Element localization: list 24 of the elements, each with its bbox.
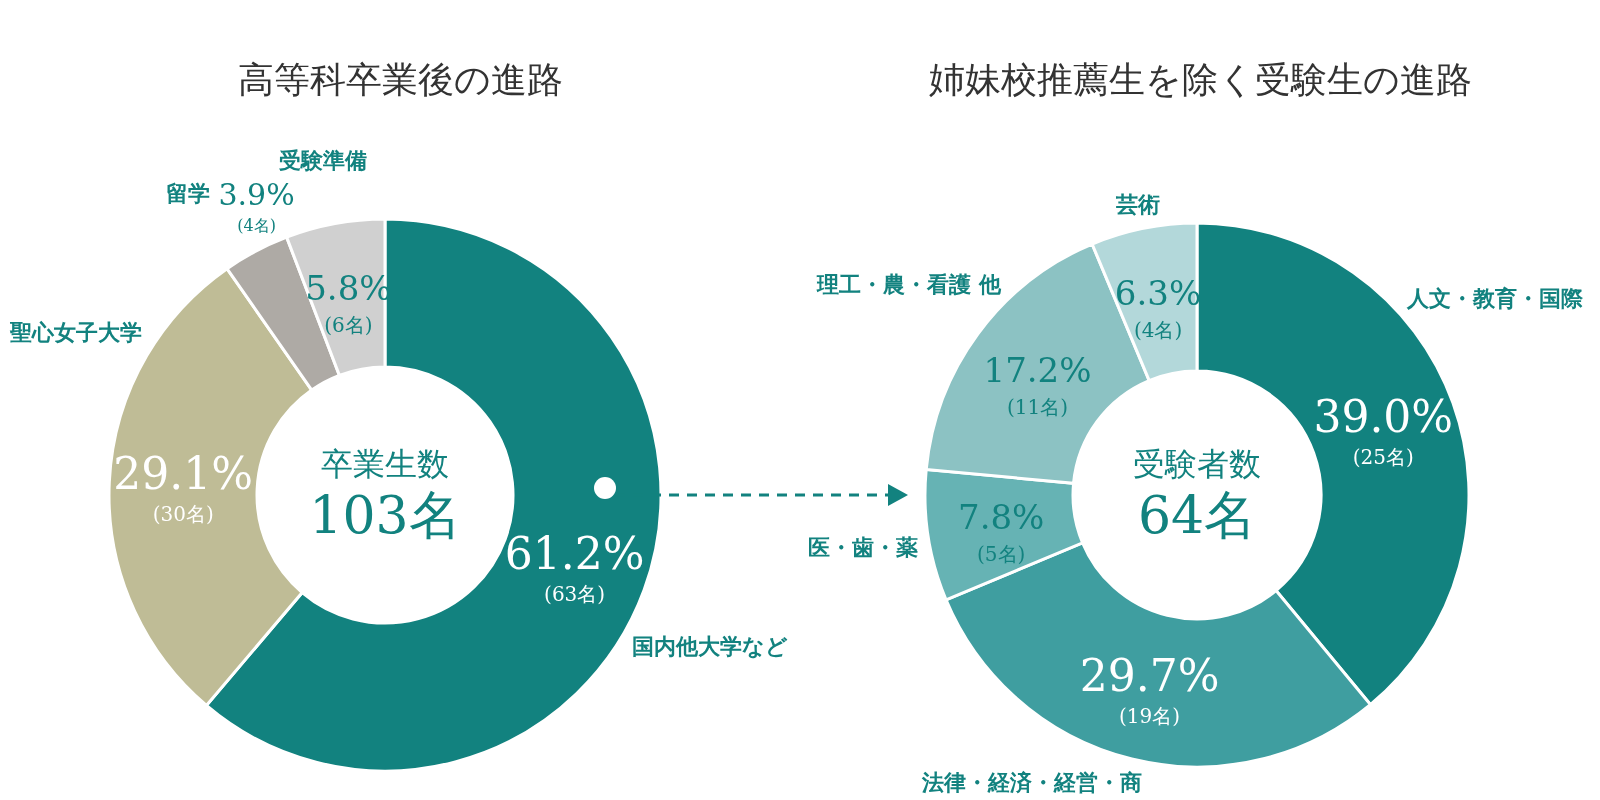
data-label: 6.3% (4名) xyxy=(1114,272,1202,342)
slice-label: 国内他大学など xyxy=(632,632,789,659)
data-label: 29.7% (19名) xyxy=(1079,650,1220,729)
slice-label: 人文・教育・国際 xyxy=(1406,285,1585,312)
data-label: 61.2% (63名) xyxy=(504,527,645,606)
slice-label: 受験準備 xyxy=(279,146,368,173)
data-label: 7.8% (5名) xyxy=(958,496,1045,566)
slice-label: 法律・経済・経営・商 xyxy=(921,769,1143,796)
text: 64名 xyxy=(1137,485,1257,545)
slice-label: 医・歯・薬 xyxy=(807,533,918,560)
chart-title: 高等科卒業後の進路 xyxy=(237,59,563,100)
slice-label: 芸術 xyxy=(1115,190,1161,217)
data-label: 39.0% (25名) xyxy=(1313,390,1454,469)
data-label: 3.9% (4名) xyxy=(218,177,295,236)
text: 卒業生数 xyxy=(321,445,449,483)
chart-title: 姉妹校推薦生を除く受験生の進路 xyxy=(928,59,1472,100)
data-label: 29.1% (30名) xyxy=(113,448,254,527)
text: 受験者数 xyxy=(1133,445,1261,483)
slice-label: 聖心女子大学 xyxy=(8,319,142,346)
data-label: 17.2% (11名) xyxy=(983,349,1092,419)
data-label: 5.8% (6名) xyxy=(305,268,392,338)
slice-label: 理工・農・看護 他 xyxy=(815,270,1002,297)
text: 103名 xyxy=(309,485,461,545)
slice-label: 留学 xyxy=(166,180,211,207)
